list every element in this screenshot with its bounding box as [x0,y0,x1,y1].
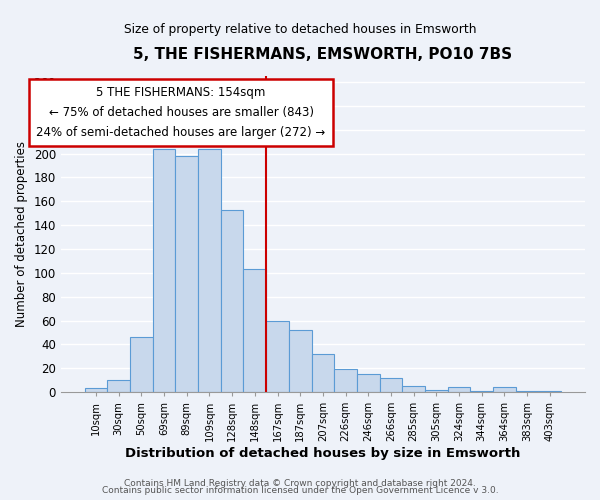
Bar [85,388,107,392]
Bar [538,391,561,392]
Y-axis label: Number of detached properties: Number of detached properties [15,141,28,327]
Bar [493,388,516,392]
Bar [311,354,334,392]
Bar [357,374,380,392]
Bar [289,330,311,392]
X-axis label: Distribution of detached houses by size in Emsworth: Distribution of detached houses by size … [125,447,521,460]
Bar [198,149,221,392]
Bar [380,378,403,392]
Bar [107,380,130,392]
Bar [244,270,266,392]
Text: Contains public sector information licensed under the Open Government Licence v : Contains public sector information licen… [101,486,499,495]
Bar [334,370,357,392]
Bar [175,156,198,392]
Bar [130,337,152,392]
Bar [221,210,244,392]
Bar [266,320,289,392]
Bar [516,391,538,392]
Text: 5 THE FISHERMANS: 154sqm
← 75% of detached houses are smaller (843)
24% of semi-: 5 THE FISHERMANS: 154sqm ← 75% of detach… [37,86,326,138]
Text: Contains HM Land Registry data © Crown copyright and database right 2024.: Contains HM Land Registry data © Crown c… [124,478,476,488]
Title: 5, THE FISHERMANS, EMSWORTH, PO10 7BS: 5, THE FISHERMANS, EMSWORTH, PO10 7BS [133,48,512,62]
Bar [403,386,425,392]
Text: Size of property relative to detached houses in Emsworth: Size of property relative to detached ho… [124,22,476,36]
Bar [152,149,175,392]
Bar [470,391,493,392]
Bar [425,390,448,392]
Bar [448,388,470,392]
